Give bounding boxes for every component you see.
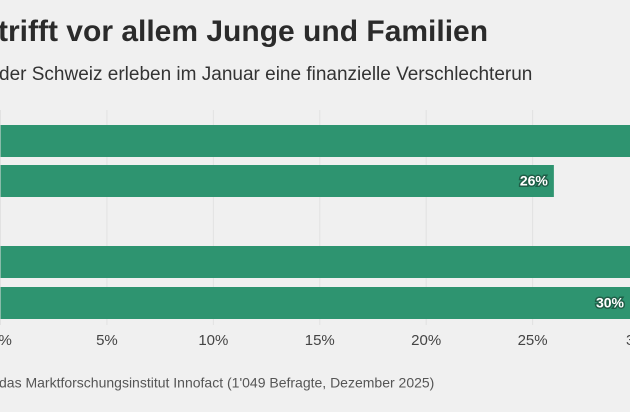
bar <box>0 287 630 319</box>
bars: 26% 30% <box>0 125 630 319</box>
x-tick-label: 3 <box>626 332 630 349</box>
x-tick-label: 15% <box>305 332 335 349</box>
bar <box>0 165 554 197</box>
chart-subtitle: der Schweiz erleben im Januar eine finan… <box>0 64 532 85</box>
x-tick-label: % <box>0 332 12 349</box>
x-tick-label: 20% <box>411 332 441 349</box>
bar <box>0 246 630 278</box>
chart-title: trifft vor allem Junge und Familien <box>0 15 488 48</box>
x-tick-label: 10% <box>198 332 228 349</box>
bar <box>0 125 630 157</box>
x-tick-label: 5% <box>96 332 118 349</box>
x-tick-label: 25% <box>518 332 548 349</box>
source-note: das Marktforschungsinstitut Innofact (1'… <box>0 375 434 391</box>
value-label: 26% <box>520 173 549 189</box>
value-label: 30% <box>596 295 625 311</box>
